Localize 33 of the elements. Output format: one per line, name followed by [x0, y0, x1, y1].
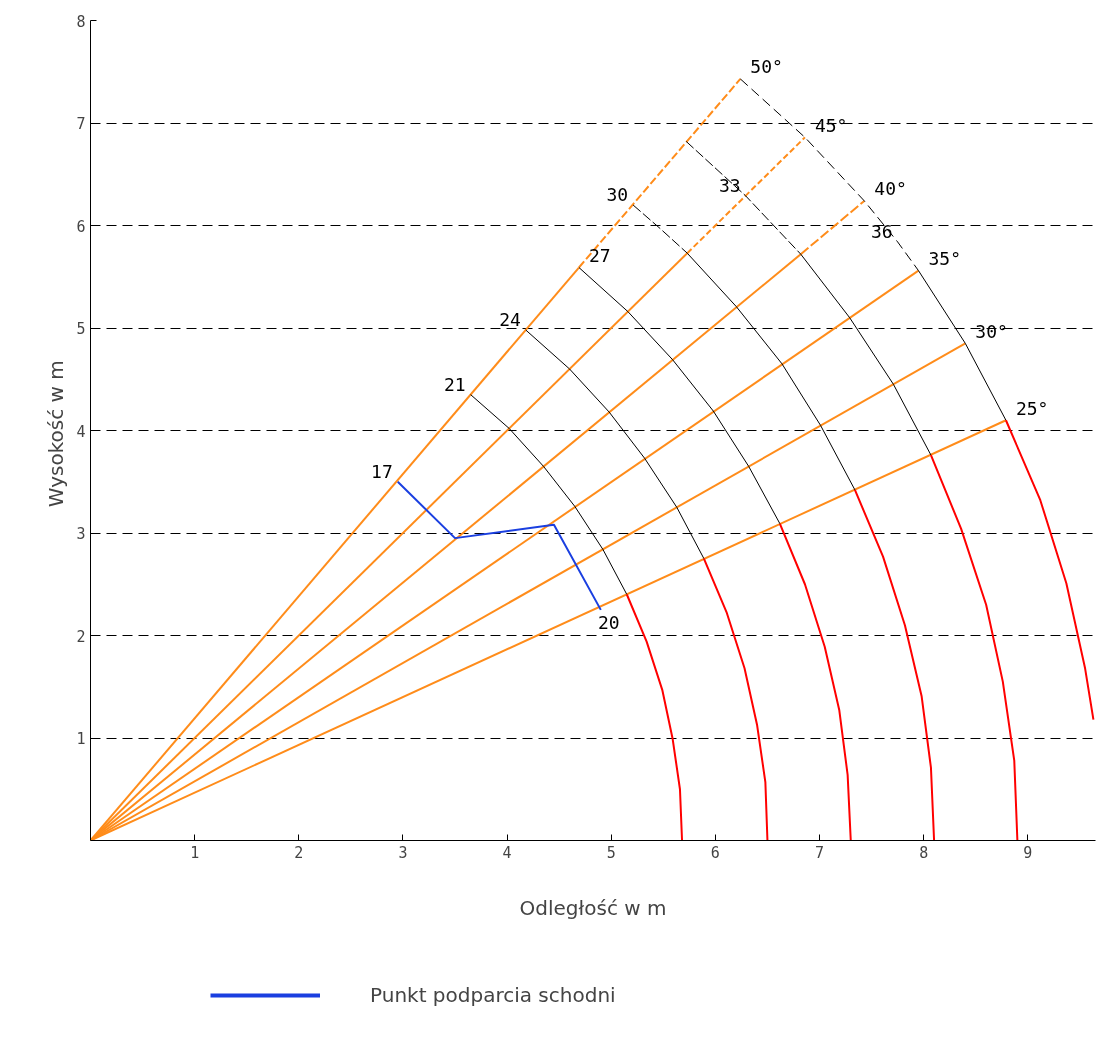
annotation: 30° — [975, 320, 1008, 342]
x-tick-label: 7 — [815, 843, 825, 862]
annotation: 35° — [928, 248, 961, 270]
y-tick-label: 4 — [76, 422, 86, 441]
annotation: 50° — [750, 56, 783, 78]
x-axis-title: Odległość w m — [519, 895, 667, 920]
x-tick-label: 6 — [710, 843, 720, 862]
x-tick-label: 5 — [606, 843, 616, 862]
annotation: 36 — [870, 220, 893, 242]
x-tick-label: 2 — [294, 843, 304, 862]
x-tick-label: 4 — [502, 843, 512, 862]
y-tick-label: 3 — [76, 525, 86, 543]
y-tick-label: 7 — [76, 115, 86, 133]
annotation: 25° — [1015, 397, 1049, 419]
y-axis-title: Wysokość w m — [44, 360, 69, 508]
annotation: 17 — [371, 460, 393, 482]
annotation: 21 — [443, 373, 466, 395]
y-tick-label: 2 — [76, 627, 86, 646]
y-tick-label: 8 — [76, 12, 86, 31]
x-tick-label: 9 — [1023, 843, 1033, 862]
text: Punkt podparcia schodni — [370, 983, 616, 1007]
annotation: 30 — [606, 184, 629, 205]
annotation: 40° — [874, 178, 907, 200]
x-tick-label: 3 — [398, 843, 408, 862]
annotation: 24 — [499, 309, 521, 331]
y-tick-label: 1 — [76, 730, 86, 748]
x-tick-label: 1 — [190, 843, 200, 862]
y-tick-label: 6 — [76, 217, 86, 236]
annotation: 20 — [597, 611, 620, 633]
y-tick-label: 5 — [76, 320, 86, 338]
annotation: 33 — [718, 174, 741, 196]
annotation: 27 — [588, 245, 611, 267]
x-tick-label: 8 — [919, 843, 929, 862]
